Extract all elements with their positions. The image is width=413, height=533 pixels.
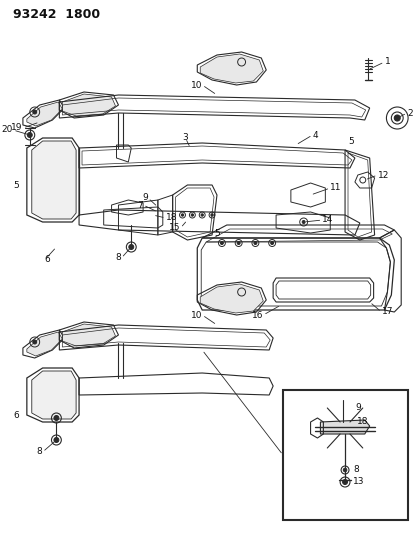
Polygon shape	[320, 420, 369, 434]
Circle shape	[33, 340, 37, 344]
Text: 8: 8	[115, 254, 121, 262]
Text: 15: 15	[169, 223, 180, 232]
Text: 5: 5	[214, 229, 219, 238]
Text: 18: 18	[165, 214, 177, 222]
Polygon shape	[62, 94, 115, 116]
Text: 10: 10	[190, 311, 202, 319]
Circle shape	[220, 241, 223, 245]
Text: 12: 12	[377, 171, 388, 180]
Circle shape	[54, 438, 59, 442]
Circle shape	[301, 221, 304, 223]
Text: 19: 19	[12, 124, 23, 133]
Text: 8: 8	[37, 448, 43, 456]
Text: 17: 17	[380, 308, 392, 317]
Text: 9: 9	[142, 193, 148, 203]
Polygon shape	[27, 102, 62, 126]
Circle shape	[342, 480, 347, 484]
Text: 7: 7	[137, 200, 143, 209]
Polygon shape	[62, 324, 115, 346]
Circle shape	[210, 214, 213, 216]
Text: 3: 3	[182, 133, 188, 142]
Circle shape	[270, 241, 273, 245]
Text: 1: 1	[384, 58, 389, 67]
Text: 5: 5	[13, 181, 19, 190]
Text: 13: 13	[352, 478, 363, 487]
Circle shape	[128, 245, 133, 249]
Text: 6: 6	[45, 255, 50, 264]
Text: 11: 11	[330, 183, 341, 192]
Circle shape	[253, 241, 256, 245]
Text: 16: 16	[251, 311, 263, 319]
Polygon shape	[200, 54, 263, 83]
Text: 93242  1800: 93242 1800	[13, 7, 100, 20]
Text: 9: 9	[354, 403, 360, 413]
Circle shape	[342, 468, 346, 472]
Circle shape	[393, 115, 399, 121]
Circle shape	[181, 214, 183, 216]
Polygon shape	[32, 141, 76, 219]
Text: 8: 8	[352, 465, 358, 474]
Circle shape	[191, 214, 193, 216]
Circle shape	[237, 241, 240, 245]
Text: 14: 14	[322, 215, 333, 224]
Text: 6: 6	[13, 410, 19, 419]
Text: 5: 5	[347, 138, 353, 147]
Polygon shape	[200, 284, 263, 313]
Text: 4: 4	[312, 131, 318, 140]
Text: 18: 18	[356, 417, 368, 426]
Circle shape	[54, 416, 59, 421]
Circle shape	[33, 110, 37, 114]
Circle shape	[201, 214, 203, 216]
Text: 20: 20	[2, 125, 13, 134]
Polygon shape	[32, 371, 76, 419]
Polygon shape	[27, 332, 62, 356]
Bar	[282, 390, 407, 520]
Circle shape	[27, 133, 32, 138]
Text: 2: 2	[406, 109, 412, 117]
Text: 10: 10	[190, 80, 202, 90]
